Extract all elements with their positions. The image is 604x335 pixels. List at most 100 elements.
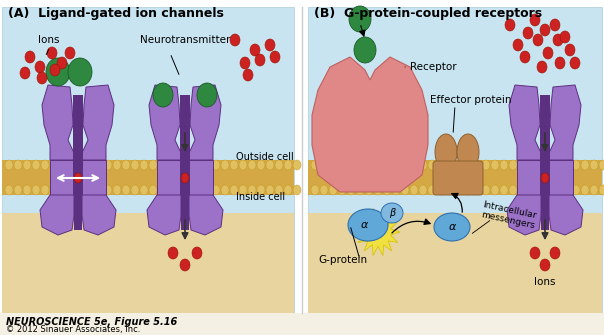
Ellipse shape <box>176 160 184 170</box>
Ellipse shape <box>365 185 373 195</box>
Ellipse shape <box>383 185 391 195</box>
Ellipse shape <box>149 160 157 170</box>
Polygon shape <box>42 85 74 160</box>
Ellipse shape <box>167 160 175 170</box>
Ellipse shape <box>523 27 533 39</box>
Ellipse shape <box>446 185 454 195</box>
Ellipse shape <box>140 160 148 170</box>
Ellipse shape <box>392 185 400 195</box>
Ellipse shape <box>401 160 409 170</box>
Ellipse shape <box>20 67 30 79</box>
Ellipse shape <box>455 160 463 170</box>
Ellipse shape <box>545 185 553 195</box>
Ellipse shape <box>41 160 49 170</box>
Ellipse shape <box>541 173 549 183</box>
Ellipse shape <box>500 185 508 195</box>
Ellipse shape <box>554 185 562 195</box>
Ellipse shape <box>581 185 589 195</box>
Polygon shape <box>507 195 541 235</box>
Text: Effector protein: Effector protein <box>430 95 512 105</box>
Ellipse shape <box>74 173 82 183</box>
Ellipse shape <box>153 83 173 107</box>
Ellipse shape <box>550 19 560 31</box>
Text: Outside cell: Outside cell <box>236 152 294 162</box>
Ellipse shape <box>284 185 292 195</box>
Polygon shape <box>517 160 541 195</box>
Ellipse shape <box>192 247 202 259</box>
Ellipse shape <box>599 185 604 195</box>
Ellipse shape <box>500 160 508 170</box>
Ellipse shape <box>518 160 526 170</box>
FancyBboxPatch shape <box>73 160 83 195</box>
Ellipse shape <box>25 51 35 63</box>
FancyBboxPatch shape <box>308 213 602 313</box>
Ellipse shape <box>266 185 274 195</box>
Ellipse shape <box>509 160 517 170</box>
Text: (B)  G-protein-coupled receptors: (B) G-protein-coupled receptors <box>314 7 542 20</box>
Ellipse shape <box>255 54 265 66</box>
Ellipse shape <box>530 14 540 26</box>
Polygon shape <box>50 160 74 195</box>
Ellipse shape <box>338 185 346 195</box>
Ellipse shape <box>266 160 274 170</box>
Ellipse shape <box>570 57 580 69</box>
Ellipse shape <box>419 185 427 195</box>
Ellipse shape <box>35 61 45 73</box>
Ellipse shape <box>176 185 184 195</box>
Ellipse shape <box>410 160 418 170</box>
Ellipse shape <box>536 160 544 170</box>
Ellipse shape <box>329 185 337 195</box>
FancyBboxPatch shape <box>540 160 550 195</box>
Ellipse shape <box>47 47 57 59</box>
Ellipse shape <box>338 160 346 170</box>
Polygon shape <box>147 195 181 235</box>
Polygon shape <box>509 85 541 160</box>
Ellipse shape <box>428 160 436 170</box>
Ellipse shape <box>131 160 139 170</box>
Ellipse shape <box>581 160 589 170</box>
Ellipse shape <box>181 173 189 183</box>
Ellipse shape <box>95 160 103 170</box>
Ellipse shape <box>65 47 75 59</box>
Ellipse shape <box>57 57 67 69</box>
Ellipse shape <box>434 213 470 241</box>
Ellipse shape <box>311 160 319 170</box>
Ellipse shape <box>14 185 22 195</box>
Ellipse shape <box>131 185 139 195</box>
Ellipse shape <box>50 64 60 76</box>
Ellipse shape <box>563 185 571 195</box>
Ellipse shape <box>509 185 517 195</box>
Ellipse shape <box>572 160 580 170</box>
FancyBboxPatch shape <box>541 195 549 230</box>
Ellipse shape <box>533 34 543 46</box>
FancyBboxPatch shape <box>433 161 483 195</box>
Ellipse shape <box>329 160 337 170</box>
Text: β: β <box>389 208 395 218</box>
Ellipse shape <box>77 160 85 170</box>
Text: Neurotransmitter: Neurotransmitter <box>140 35 230 45</box>
Ellipse shape <box>168 247 178 259</box>
Polygon shape <box>149 85 181 160</box>
Text: (A)  Ligand-gated ion channels: (A) Ligand-gated ion channels <box>8 7 224 20</box>
Ellipse shape <box>239 160 247 170</box>
Text: Inside cell: Inside cell <box>236 192 285 202</box>
Ellipse shape <box>520 51 530 63</box>
Ellipse shape <box>95 185 103 195</box>
Ellipse shape <box>59 185 67 195</box>
Text: NEUROSCIENCE 5e, Figure 5.16: NEUROSCIENCE 5e, Figure 5.16 <box>6 317 177 327</box>
Polygon shape <box>82 85 114 160</box>
Ellipse shape <box>113 185 121 195</box>
Ellipse shape <box>212 160 220 170</box>
Text: Receptor: Receptor <box>410 62 457 72</box>
Ellipse shape <box>68 160 76 170</box>
Ellipse shape <box>410 185 418 195</box>
Ellipse shape <box>347 160 355 170</box>
Ellipse shape <box>550 247 560 259</box>
Polygon shape <box>40 195 74 235</box>
Ellipse shape <box>537 61 547 73</box>
Ellipse shape <box>505 19 515 31</box>
Ellipse shape <box>518 185 526 195</box>
Ellipse shape <box>284 160 292 170</box>
Ellipse shape <box>540 24 550 36</box>
Ellipse shape <box>419 160 427 170</box>
